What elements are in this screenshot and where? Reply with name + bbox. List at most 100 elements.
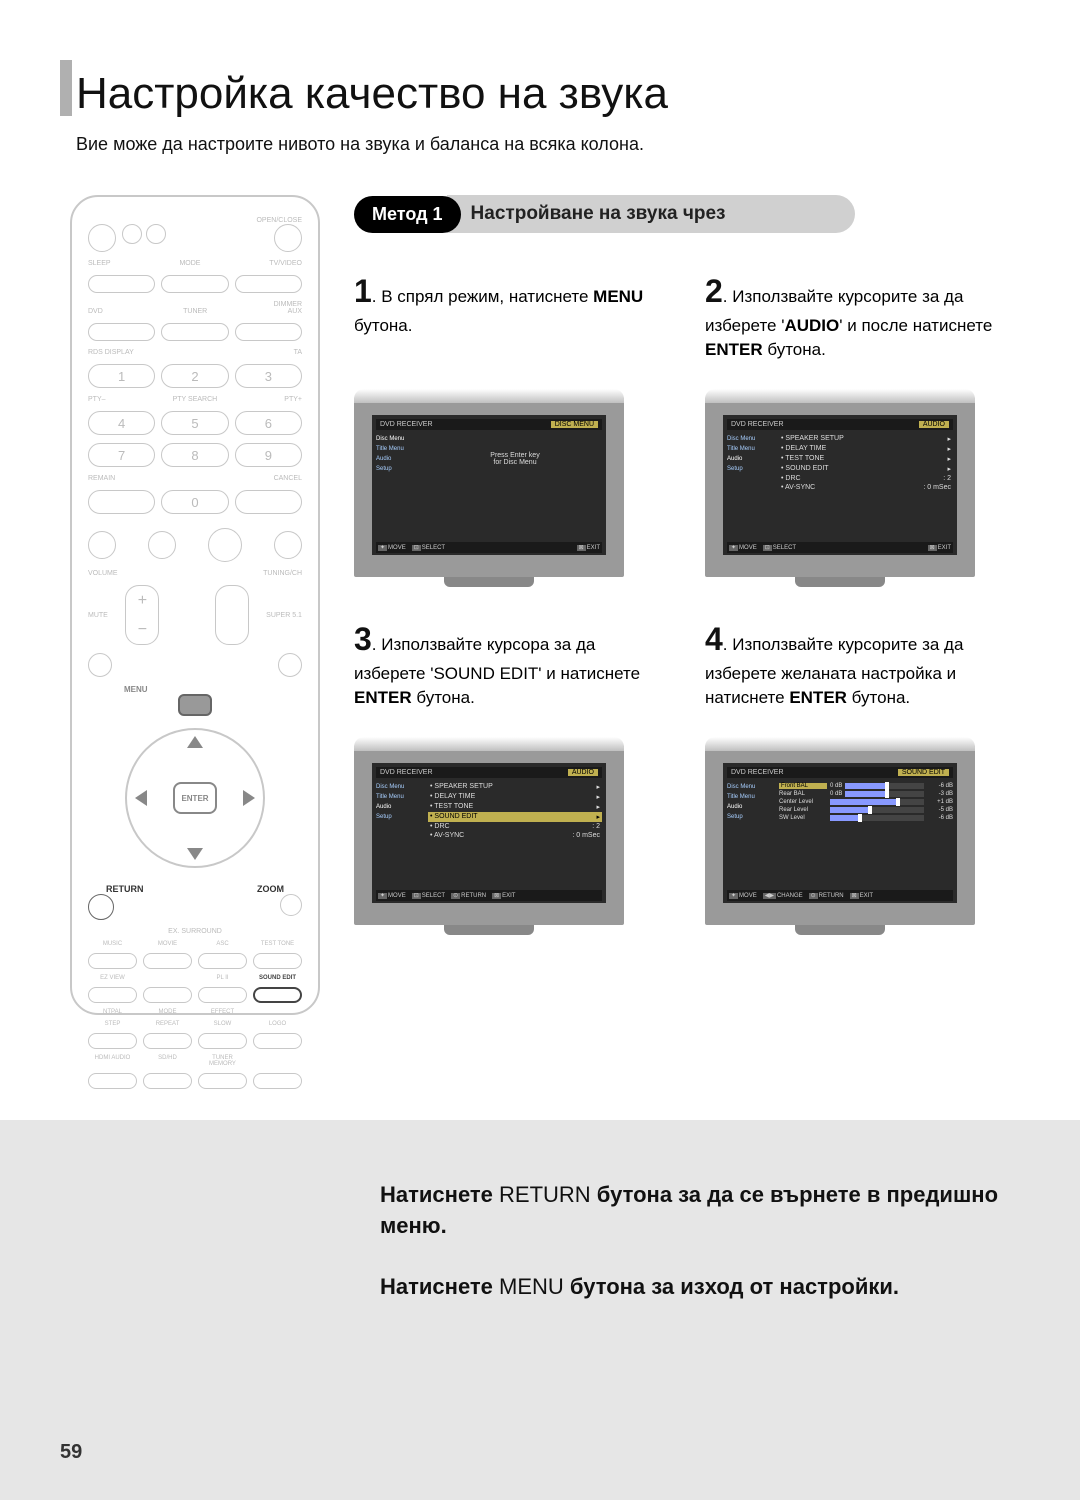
step-num: 3 — [354, 621, 372, 657]
tv-title: DVD RECEIVER — [731, 421, 784, 428]
slider-bar — [845, 783, 924, 789]
slider-row: Rear BAL0 dB-3 dB — [779, 790, 953, 798]
slider-bar — [830, 815, 924, 821]
stop-button — [148, 531, 176, 559]
mk: SOUND EDIT — [434, 813, 477, 820]
rc-label: TUNING/CH — [263, 570, 302, 577]
mk: DRC — [434, 823, 449, 830]
rc-label: CANCEL — [274, 475, 302, 482]
num-9: 9 — [235, 443, 302, 467]
step-tail: бутона. — [763, 340, 826, 359]
rc-button — [143, 953, 192, 969]
eject-button — [274, 224, 302, 252]
step-2: 2. Използвайте курсорите за да изберете … — [705, 269, 1020, 577]
step-num: 2 — [705, 273, 723, 309]
rc-button — [88, 987, 137, 1003]
tv-body: Disc Menu Title Menu Audio Setup Front B… — [727, 782, 953, 822]
tv-sidebar: Disc Menu Title Menu Audio Setup — [376, 782, 424, 840]
dpad: ENTER — [125, 728, 265, 868]
ft: MOVE — [388, 893, 406, 899]
sl-nm: Center Level — [779, 799, 827, 805]
tv-section: SOUND EDIT — [898, 769, 949, 776]
tv-section: AUDIO — [568, 769, 598, 776]
tv-side-item: Title Menu — [376, 444, 424, 454]
tv-title: DVD RECEIVER — [731, 769, 784, 776]
ft: RETURN — [461, 893, 486, 899]
ft: EXIT — [502, 893, 515, 899]
rc-label: PL II — [198, 975, 247, 981]
method-title: Настройване на звука чрез — [447, 195, 856, 233]
rc-label: PTY+ — [284, 396, 302, 403]
tv-footer: ✦MOVE⊡SELECT⊠EXIT — [376, 542, 602, 553]
tv-screen-4: DVD RECEIVER SOUND EDIT Disc Menu Title M… — [705, 745, 975, 925]
ft: MOVE — [739, 893, 757, 899]
tv-header: DVD RECEIVERDISC MENU — [376, 419, 602, 430]
tv-body: Disc Menu Title Menu Audio Setup • SPEAK… — [727, 434, 953, 492]
num-5: 5 — [161, 411, 228, 435]
slider-knob — [885, 782, 889, 790]
mk: DRC — [785, 475, 800, 482]
remote-column: OPEN/CLOSE SLEEPMODETV/VIDEO DIMMER DVDT… — [60, 195, 330, 1015]
rc-button — [88, 323, 155, 341]
bt: Натиснете — [380, 1274, 499, 1299]
rc-label: OPEN/CLOSE — [88, 217, 302, 224]
rc-label: NTPAL — [88, 1009, 137, 1015]
rc-label: PTY– — [88, 396, 106, 403]
prev-button — [88, 531, 116, 559]
num-2: 2 — [161, 364, 228, 388]
tv-sidebar: Disc Menu Title Menu Audio Setup — [727, 434, 775, 492]
tv-section: DISC MENU — [551, 421, 598, 428]
tv-msg: Press Enter key — [428, 452, 602, 459]
tv-side-item: Setup — [727, 464, 775, 474]
rc-button — [143, 1033, 192, 1049]
bottom-line-1: Натиснете RETURN бутона за да се върнете… — [380, 1180, 1020, 1242]
step-tail: бутона. — [847, 688, 910, 707]
num-7: 7 — [88, 443, 155, 467]
rc-label: REPEAT — [143, 1021, 192, 1027]
tv-main: Press Enter key for Disc Menu — [428, 434, 602, 474]
rc-button — [161, 275, 228, 293]
ft: RETURN — [819, 893, 844, 899]
mv: : 2 — [592, 823, 600, 830]
tv-side-item: Setup — [376, 812, 424, 822]
mk: AV-SYNC — [434, 832, 464, 839]
tv-inner: DVD RECEIVERAUDIO Disc Menu Title Menu A… — [372, 763, 606, 903]
enter-button: ENTER — [173, 782, 217, 814]
tv-section: AUDIO — [919, 421, 949, 428]
rc-bottom-grid: MUSICMOVIEASCTEST TONE EZ VIEWPL IISOUND… — [88, 941, 302, 1089]
rc-label — [253, 1009, 302, 1015]
rc-label: SUPER 5.1 — [266, 612, 302, 619]
tv-screen-3: DVD RECEIVERAUDIO Disc Menu Title Menu A… — [354, 745, 624, 925]
step-bold: ENTER — [354, 688, 412, 707]
rc-button — [253, 1073, 302, 1089]
steps-grid: 1. В спрял режим, натиснете MENU бутона.… — [354, 269, 1020, 925]
zoom-label: ZOOM — [257, 884, 284, 894]
step-bold: ENTER — [705, 340, 763, 359]
bt: Натиснете — [380, 1182, 499, 1207]
bottom-section: Натиснете RETURN бутона за да се върнете… — [0, 1120, 1080, 1500]
slider-row: Front BAL0 dB-6 dB — [779, 782, 953, 790]
volume-rocker: +− — [125, 585, 159, 645]
rc-button — [198, 953, 247, 969]
slider-knob — [885, 790, 889, 798]
step-body: . В спрял режим, натиснете — [372, 287, 593, 306]
page-number: 59 — [60, 1441, 82, 1464]
rc-button — [143, 987, 192, 1003]
tv-footer: ✦MOVE⊡SELECT⊙RETURN⊠EXIT — [376, 890, 602, 901]
ft: SELECT — [422, 545, 445, 551]
rc-label: MODE — [179, 260, 200, 267]
rc-label: RDS DISPLAY — [88, 349, 134, 356]
slider-fill — [830, 815, 858, 821]
rc-label: HDMI AUDIO — [88, 1055, 137, 1067]
sl-r: -3 dB — [927, 791, 953, 797]
mv: : 0 mSec — [923, 484, 951, 491]
step-num: 4 — [705, 621, 723, 657]
rc-label: DVD — [88, 308, 103, 315]
tv-main: • SPEAKER SETUP▸ • DELAY TIME▸ • TEST TO… — [779, 434, 953, 492]
ft: MOVE — [388, 545, 406, 551]
step-4-text: 4. Използвайте курсорите за да изберете … — [705, 617, 1020, 717]
tv-side-item: Setup — [727, 812, 775, 822]
page-title: Настройка качество на звука — [76, 72, 668, 116]
right-arrow-icon — [243, 790, 255, 806]
remote-control-diagram: OPEN/CLOSE SLEEPMODETV/VIDEO DIMMER DVDT… — [70, 195, 320, 1015]
